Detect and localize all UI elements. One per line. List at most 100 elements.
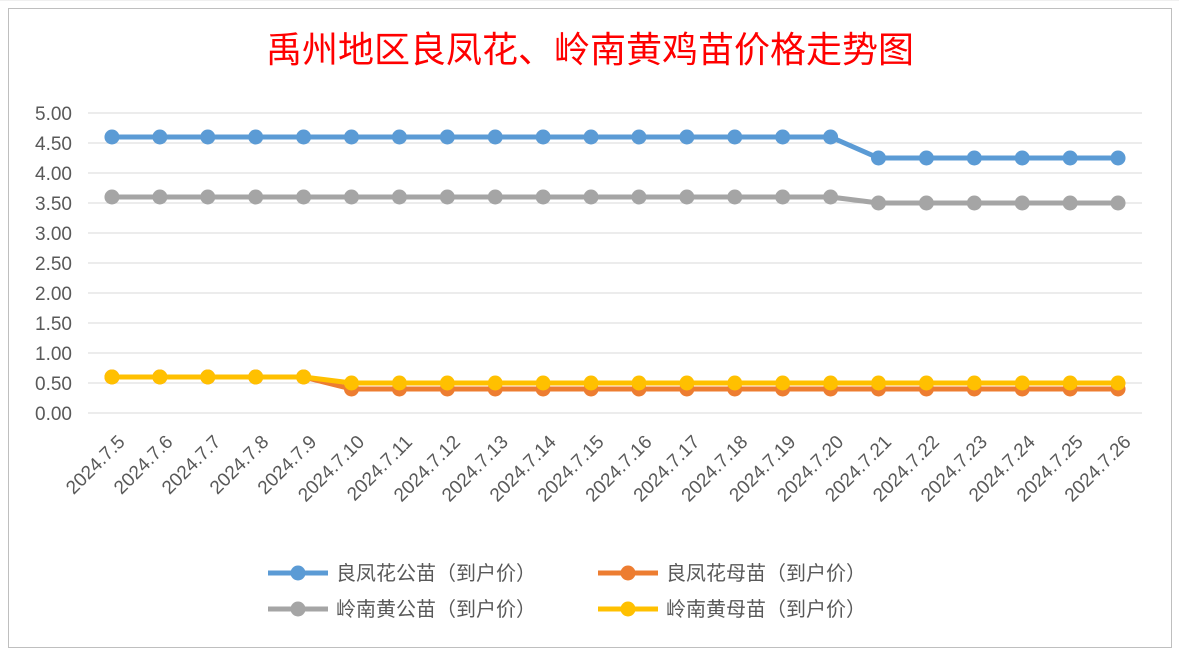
- data-point: [918, 195, 934, 211]
- legend-marker: [290, 601, 306, 617]
- data-point: [583, 375, 599, 391]
- data-point: [439, 189, 455, 205]
- data-point: [1014, 195, 1030, 211]
- legend-marker: [290, 565, 306, 581]
- data-point: [775, 129, 791, 145]
- data-point: [200, 129, 216, 145]
- legend-item: 岭南黄公苗（到户价）: [268, 597, 536, 621]
- data-point: [1014, 375, 1030, 391]
- y-tick-label: 2.00: [35, 284, 72, 305]
- y-tick-label: 5.00: [35, 104, 72, 125]
- data-point: [823, 375, 839, 391]
- series-1: [104, 129, 1126, 166]
- y-tick-label: 1.50: [35, 314, 72, 335]
- data-point: [727, 375, 743, 391]
- data-point: [1062, 375, 1078, 391]
- data-point: [918, 150, 934, 166]
- series-line: [111, 194, 1119, 206]
- data-point: [200, 189, 216, 205]
- gridlines: [88, 112, 1142, 414]
- series-3: [104, 189, 1126, 211]
- data-point: [104, 189, 120, 205]
- data-point: [296, 129, 312, 145]
- data-point: [583, 129, 599, 145]
- y-tick-label: 0.50: [35, 374, 72, 395]
- data-point: [487, 375, 503, 391]
- data-point: [391, 129, 407, 145]
- data-point: [1014, 150, 1030, 166]
- data-point: [487, 189, 503, 205]
- legend-label: 良凤花母苗（到户价）: [666, 561, 866, 585]
- data-point: [679, 375, 695, 391]
- data-point: [487, 129, 503, 145]
- chart-title: 禹州地区良凤花、岭南黄鸡苗价格走势图: [266, 30, 914, 71]
- data-point: [871, 195, 886, 211]
- data-point: [823, 189, 839, 205]
- legend-label: 岭南黄母苗（到户价）: [666, 597, 866, 621]
- data-point: [248, 189, 264, 205]
- data-point: [583, 189, 599, 205]
- legend-label: 岭南黄公苗（到户价）: [336, 597, 536, 621]
- data-point: [918, 375, 934, 391]
- data-point: [871, 375, 886, 391]
- series-layer: [104, 129, 1126, 397]
- data-point: [823, 129, 839, 145]
- data-point: [631, 375, 647, 391]
- legend-label: 良凤花公苗（到户价）: [336, 561, 536, 585]
- legend-item: 岭南黄母苗（到户价）: [598, 597, 866, 621]
- data-point: [631, 189, 647, 205]
- data-point: [344, 129, 359, 145]
- data-point: [727, 189, 743, 205]
- legend-item: 良凤花公苗（到户价）: [268, 561, 536, 585]
- data-point: [296, 189, 312, 205]
- data-point: [152, 189, 168, 205]
- data-point: [344, 375, 359, 391]
- data-point: [775, 375, 791, 391]
- data-point: [535, 375, 551, 391]
- legend-marker: [620, 601, 636, 617]
- data-point: [775, 189, 791, 205]
- y-tick-label: 3.00: [35, 224, 72, 245]
- data-point: [871, 150, 886, 166]
- data-point: [535, 129, 551, 145]
- data-point: [679, 189, 695, 205]
- data-point: [296, 369, 312, 385]
- data-point: [152, 129, 168, 145]
- data-point: [152, 369, 168, 385]
- y-tick-label: 3.50: [35, 194, 72, 215]
- y-axis-tick-labels: 0.00 0.50 1.00 1.50 2.00 2.50 3.00 3.50 4.00 4.50…: [35, 104, 72, 425]
- y-tick-label: 4.50: [35, 134, 72, 155]
- data-point: [727, 129, 743, 145]
- data-point: [966, 375, 982, 391]
- legend-item: 良凤花母苗（到户价）: [598, 561, 866, 585]
- data-point: [248, 129, 264, 145]
- data-point: [104, 129, 120, 145]
- legend-marker: [620, 565, 636, 581]
- y-tick-label: 4.00: [35, 164, 72, 185]
- y-tick-label: 2.50: [35, 254, 72, 275]
- x-axis-tick-labels: 2024.7.52024.7.62024.7.72024.7.82024.7.9…: [62, 431, 1135, 506]
- data-point: [1062, 195, 1078, 211]
- y-tick-label: 1.00: [35, 344, 72, 365]
- data-point: [966, 195, 982, 211]
- data-point: [1110, 195, 1126, 211]
- data-point: [439, 375, 455, 391]
- data-point: [248, 369, 264, 385]
- data-point: [104, 369, 120, 385]
- series-4: [104, 369, 1126, 391]
- data-point: [391, 189, 407, 205]
- y-tick-label: 0.00: [35, 404, 72, 425]
- data-point: [439, 129, 455, 145]
- data-point: [344, 189, 359, 205]
- data-point: [1062, 150, 1078, 166]
- data-point: [200, 369, 216, 385]
- data-point: [966, 150, 982, 166]
- legend: 良凤花公苗（到户价） 良凤花母苗（到户价） 岭南黄公苗（到户价） 岭南黄母苗（到户价）: [268, 561, 866, 621]
- chart-area[interactable]: [8, 8, 1172, 648]
- series-line: [111, 134, 1119, 161]
- data-point: [391, 375, 407, 391]
- data-point: [535, 189, 551, 205]
- series-line: [111, 374, 1119, 386]
- data-point: [631, 129, 647, 145]
